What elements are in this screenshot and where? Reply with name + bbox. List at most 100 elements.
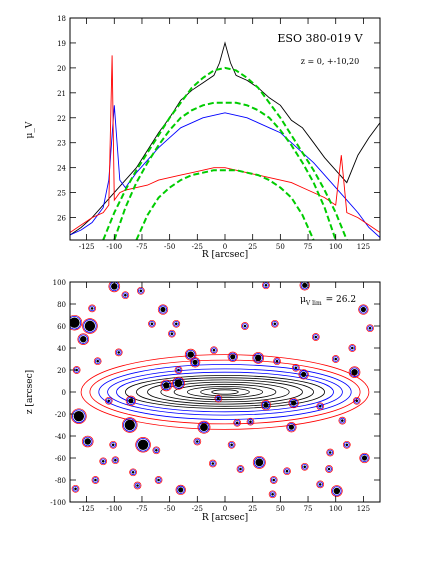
star-contour-blue (339, 417, 346, 424)
star-core (174, 322, 178, 326)
star-core (73, 411, 85, 422)
profile-x-tick-label: -75 (136, 243, 147, 251)
star-core (80, 335, 87, 343)
star-contour-red (348, 344, 357, 352)
profile-y-tick-label: 21 (57, 90, 66, 98)
star-contour-red (262, 282, 270, 290)
star-contour-red (316, 480, 325, 489)
star-core (70, 317, 80, 328)
star-contour-blue (175, 367, 182, 373)
star-contour-red (168, 329, 176, 338)
star-contour-red (331, 485, 343, 497)
profile-y-tick-label: 26 (57, 215, 66, 223)
star-core (74, 487, 77, 491)
star-contour-blue (253, 456, 265, 468)
star-contour-red (311, 333, 320, 341)
star-contour-red (175, 484, 186, 496)
star-core (139, 289, 143, 293)
star-contour-red (298, 369, 309, 380)
profile-x-tick-label: 0 (223, 243, 227, 251)
star-contour-red (366, 324, 374, 333)
star-contour-blue (169, 330, 175, 337)
star-core (160, 306, 166, 313)
contour-y-tick-label: -60 (55, 455, 66, 463)
star-contour-blue (198, 421, 210, 433)
star-contour-blue (176, 485, 185, 494)
star-contour-red (197, 420, 211, 434)
star-core (254, 354, 262, 362)
star-core (94, 478, 97, 482)
star-contour-red (122, 417, 138, 433)
star-contour-red (71, 408, 87, 424)
star-core (131, 471, 135, 474)
star-core (239, 467, 242, 471)
star-core (211, 462, 215, 465)
star-contour-red (104, 396, 113, 405)
star-core (187, 351, 194, 358)
star-contour-blue (349, 367, 360, 377)
star-core (114, 458, 117, 462)
star-contour-blue (82, 436, 93, 447)
profile-x-tick-label: 50 (276, 243, 285, 251)
star-core (230, 354, 236, 360)
profile-x-tick-label: 100 (329, 243, 342, 251)
star-contour-blue (105, 397, 112, 404)
profile-x-tick-label: 125 (357, 243, 370, 251)
star-contour-red (77, 333, 90, 345)
star-contour-blue (158, 305, 168, 314)
profile-axis-ticks: -125 -100 -75 -50 -25 0 25 50 75 100 125 18 19 20 21 22… (57, 15, 380, 251)
contour-x-tick-label: 25 (248, 505, 257, 513)
star-contour-red (227, 351, 238, 362)
star-contour-blue (112, 457, 119, 464)
star-contour-blue (155, 477, 162, 483)
star-core (107, 399, 111, 403)
star-contour-red (111, 456, 120, 465)
profile-x-tick-label: -25 (192, 243, 203, 251)
star-contour-red (227, 440, 236, 449)
star-contour-red (88, 304, 96, 313)
star-contour-red (233, 418, 242, 427)
star-contour-blue (100, 458, 107, 465)
star-core (271, 493, 274, 496)
profile-y-tick-label: 18 (57, 15, 66, 23)
profile-y-axis-label: μ_V (25, 121, 35, 138)
star-core (351, 346, 354, 350)
star-contour-red (299, 282, 310, 291)
star-core (294, 366, 298, 370)
star-contour-red (129, 468, 137, 477)
star-contour-blue (287, 423, 296, 432)
profile-x-tick-label: -100 (106, 243, 122, 251)
star-contour-red (352, 396, 361, 405)
star-contour-blue (210, 460, 216, 467)
galaxy-contour-2 (98, 364, 352, 420)
profile-x-tick-label: 75 (304, 243, 313, 251)
profile-y-tick-label: 23 (57, 140, 66, 148)
star-core (157, 478, 160, 482)
profile-title: ESO 380-019 V (277, 32, 363, 45)
contour-annotation-mu: μ (300, 295, 306, 305)
star-contour-blue (110, 441, 116, 448)
contour-y-tick-label: 80 (57, 301, 66, 309)
contour-y-axis-label: z [arcsec] (25, 370, 35, 414)
star-contour-blue (326, 466, 332, 472)
star-contour-red (160, 379, 173, 392)
star-contour-red (288, 397, 299, 409)
star-contour-red (252, 352, 265, 364)
star-contour-blue (228, 441, 235, 448)
star-contour-blue (349, 345, 356, 351)
star-contour-blue (83, 319, 97, 333)
star-core (263, 402, 269, 408)
star-core (341, 419, 344, 422)
star-core (96, 359, 99, 363)
star-contour-red (338, 416, 347, 425)
galaxy-contour-0 (80, 354, 370, 430)
star-contour-red (189, 357, 201, 368)
star-contour-blue (115, 349, 122, 356)
galaxy-contour-6 (135, 377, 314, 407)
profile-y-tick-label: 22 (57, 115, 66, 123)
star-contour-blue (367, 325, 373, 332)
star-contour-blue (173, 320, 180, 327)
star-core (192, 359, 198, 365)
star-contour-red (331, 355, 340, 363)
